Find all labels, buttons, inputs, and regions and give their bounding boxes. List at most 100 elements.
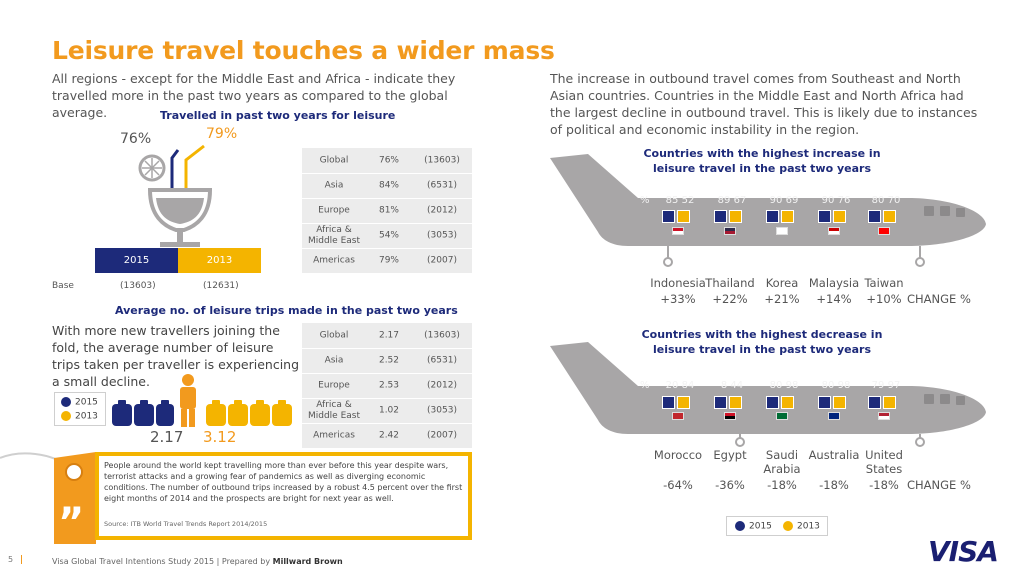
table-row: Europe 2.53 (2012)	[302, 373, 472, 398]
year-2015-bar: 2015	[95, 248, 178, 273]
country-change: +33%	[660, 292, 696, 306]
region-base: (6531)	[427, 180, 457, 190]
country-name: Taiwan	[864, 276, 904, 290]
value-2015-square	[818, 396, 831, 409]
region-value: 1.02	[378, 405, 400, 415]
region-label: Global	[319, 330, 349, 340]
country-values: 79 97	[871, 380, 901, 391]
cocktail-glass-icon	[138, 144, 213, 247]
decrease-change-label: CHANGE %	[907, 478, 971, 492]
table-row: Global 76% (13603)	[302, 148, 472, 173]
country-change: +21%	[764, 292, 800, 306]
table-row: Africa & Middle East 1.02 (3053)	[302, 398, 472, 423]
base-2013: (12631)	[203, 281, 239, 291]
region-value: 2.42	[378, 430, 400, 440]
country-change: -18%	[869, 478, 899, 492]
country-name: Malaysia	[808, 276, 860, 290]
region-base: (6531)	[427, 355, 457, 365]
value-2015-square	[662, 396, 675, 409]
trips-text: With more new travellers joining the fol…	[52, 323, 300, 389]
legend-2013: 2013	[61, 411, 98, 422]
country-values: 80 98	[769, 380, 799, 391]
region-pct: 76%	[378, 155, 399, 165]
value-2015-square	[868, 396, 881, 409]
table-row: Africa & Middle East 54% (3053)	[302, 223, 472, 248]
region-base: (13603)	[424, 155, 460, 165]
region-label: Africa & Middle East	[307, 224, 360, 246]
legend-2015: 2015	[735, 521, 772, 532]
country-values: 89 67	[717, 195, 747, 206]
value-2013-square	[883, 210, 896, 223]
flag-icon	[828, 412, 840, 420]
country-change: -18%	[767, 478, 797, 492]
page-title: Leisure travel touches a wider mass	[52, 36, 555, 65]
value-2015-square	[662, 210, 675, 223]
travelled-table: Global 76% (13603) Asia 84% (6531) Europ…	[302, 148, 472, 273]
trips-value-2015: 2.17	[150, 428, 184, 446]
region-label: Americas	[313, 255, 355, 265]
value-2013-square	[883, 396, 896, 409]
flag-icon	[724, 412, 736, 420]
luggage-tag-icon	[0, 452, 96, 544]
value-2013-square	[729, 396, 742, 409]
flag-icon	[776, 227, 788, 235]
country-change: +22%	[712, 292, 748, 306]
region-value: 2.17	[378, 330, 400, 340]
table-row: Americas 2.42 (2007)	[302, 423, 472, 448]
decrease-pct-symbol: %	[640, 380, 650, 391]
country-values: 80 70	[871, 195, 901, 206]
quote-source: Source: ITB World Travel Trends Report 2…	[104, 520, 268, 528]
base-label: Base	[52, 281, 74, 291]
region-base: (2007)	[427, 255, 457, 265]
pct-2013: 79%	[206, 126, 238, 142]
region-value: 2.53	[378, 380, 400, 390]
country-values: 20 84	[665, 380, 695, 391]
region-base: (3053)	[427, 405, 457, 415]
value-2015-square	[714, 210, 727, 223]
table-row: Europe 81% (2012)	[302, 198, 472, 223]
region-label: Africa & Middle East	[307, 399, 360, 421]
value-2013-square	[781, 396, 794, 409]
legend-2015: 2015	[61, 397, 98, 408]
value-2015-square	[766, 210, 779, 223]
country-name: Morocco	[653, 448, 703, 462]
table-row: Global 2.17 (13603)	[302, 323, 472, 348]
country-values: 80 98	[821, 380, 851, 391]
country-values: 85 52	[665, 195, 695, 206]
base-2015: (13603)	[120, 281, 156, 291]
country-change: +14%	[816, 292, 852, 306]
value-2013-square	[729, 210, 742, 223]
country-name: Saudi Arabia	[763, 448, 801, 476]
plane-legend: 2015 2013	[726, 516, 828, 536]
region-pct: 84%	[378, 180, 399, 190]
country-name: Thailand	[705, 276, 755, 290]
region-label: Europe	[318, 205, 350, 215]
increase-heading: Countries with the highest increase in l…	[643, 147, 881, 175]
value-2013-square	[677, 396, 690, 409]
value-2013-square	[677, 210, 690, 223]
footer-text: Visa Global Travel Intentions Study 2015…	[52, 557, 343, 566]
country-values: 8 44	[720, 380, 744, 391]
decrease-heading: Countries with the highest decrease in l…	[641, 328, 883, 356]
country-name: Australia	[808, 448, 860, 462]
region-pct: 54%	[378, 230, 399, 240]
region-value: 2.52	[378, 355, 400, 365]
value-2015-square	[766, 396, 779, 409]
plane-decrease-shape	[550, 342, 986, 447]
region-base: (2012)	[427, 205, 457, 215]
region-label: Asia	[324, 180, 344, 190]
flag-icon	[672, 227, 684, 235]
region-label: Europe	[318, 380, 350, 390]
region-base: (2007)	[427, 430, 457, 440]
luggage-traveller-icon	[112, 374, 292, 427]
value-2015-square	[714, 396, 727, 409]
country-name: United States	[865, 448, 903, 476]
table-row: Asia 2.52 (6531)	[302, 348, 472, 373]
quote-text: People around the world kept travelling …	[104, 461, 463, 503]
country-name: Korea	[765, 276, 799, 290]
value-2013-square	[833, 396, 846, 409]
country-name: Indonesia	[650, 276, 706, 290]
country-change: +10%	[866, 292, 902, 306]
region-base: (13603)	[424, 330, 460, 340]
flag-icon	[724, 227, 736, 235]
